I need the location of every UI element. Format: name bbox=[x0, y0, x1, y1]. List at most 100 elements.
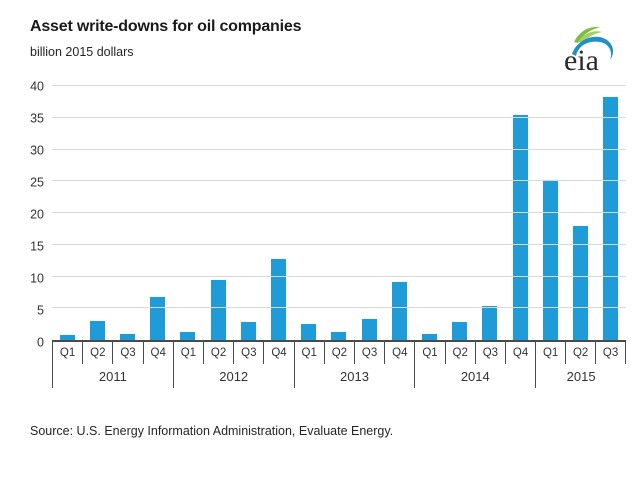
bar-cell bbox=[82, 86, 112, 340]
quarter-label: Q3 bbox=[474, 342, 505, 364]
plot-area bbox=[52, 85, 626, 342]
y-tick-label: 25 bbox=[30, 174, 44, 189]
quarter-label: Q1 bbox=[422, 347, 438, 359]
gridline bbox=[52, 212, 626, 213]
gridline bbox=[52, 307, 626, 309]
bar-2015-Q3 bbox=[603, 97, 619, 340]
quarter-label: Q4 bbox=[142, 342, 173, 364]
bar-cell bbox=[414, 86, 444, 340]
bar-2013-Q1 bbox=[301, 324, 317, 340]
quarter-label: Q2 bbox=[444, 342, 475, 364]
y-tick-label: 40 bbox=[30, 78, 44, 93]
quarter-label: Q3 bbox=[112, 342, 142, 364]
gridline bbox=[52, 243, 626, 245]
bar-cell bbox=[294, 86, 324, 340]
bar-cell bbox=[535, 86, 565, 340]
bar-2011-Q2 bbox=[89, 320, 105, 340]
year-group-2014: Q1 Q2 Q3 Q4 2014 bbox=[414, 342, 535, 388]
year-label: 2012 bbox=[219, 368, 249, 384]
year-label: 2015 bbox=[566, 368, 596, 384]
bar-2015-Q2 bbox=[573, 225, 589, 340]
bars-layer bbox=[52, 86, 626, 340]
quarter-label: Q1 bbox=[301, 347, 317, 359]
gridline bbox=[52, 85, 626, 86]
bar-cell bbox=[263, 86, 293, 340]
quarter-label: Q1 bbox=[180, 347, 197, 359]
year-label: 2014 bbox=[460, 368, 490, 384]
bar-2014-Q3 bbox=[482, 305, 498, 340]
title-block: Asset write-downs for oil companies bill… bbox=[30, 18, 301, 59]
quarter-label: Q1 bbox=[542, 347, 559, 359]
quarter-label: Q2 bbox=[565, 342, 595, 364]
bar-2011-Q3 bbox=[120, 333, 135, 340]
year-group-2013: Q1 Q2 Q3 Q4 2013 bbox=[293, 342, 415, 388]
quarter-row: Q1 Q2 Q3 Q4 bbox=[53, 342, 173, 364]
bar-2012-Q1 bbox=[180, 332, 196, 340]
quarter-label: Q2 bbox=[203, 342, 233, 364]
eia-logo-icon: eia bbox=[564, 26, 614, 76]
quarter-label: Q4 bbox=[384, 342, 414, 364]
bar-cell bbox=[324, 86, 354, 340]
x-axis: Q1 Q2 Q3 Q4 2011 Q1 Q2 Q3 Q4 2012 Q1 Q2 Q3 Q4 2013 Q1 Q2… bbox=[52, 342, 627, 388]
quarter-row: Q1 Q2 Q3 Q4 bbox=[174, 342, 294, 364]
chart-header: Asset write-downs for oil companies bill… bbox=[0, 0, 640, 76]
year-label: 2013 bbox=[340, 368, 369, 384]
bar-cell bbox=[475, 86, 505, 340]
gridline bbox=[52, 275, 626, 277]
bar-2012-Q4 bbox=[271, 259, 287, 340]
bar-2015-Q1 bbox=[542, 180, 558, 340]
y-tick-label: 30 bbox=[30, 142, 44, 157]
quarter-label: Q3 bbox=[595, 342, 625, 364]
quarter-label: Q4 bbox=[263, 342, 293, 364]
year-group-2015: Q1 Q2 Q3 2015 bbox=[535, 342, 627, 388]
year-group-2012: Q1 Q2 Q3 Q4 2012 bbox=[172, 342, 294, 388]
gridline bbox=[52, 180, 626, 182]
quarter-label: Q3 bbox=[354, 342, 384, 364]
gridline bbox=[52, 148, 626, 150]
y-tick-label: 10 bbox=[30, 270, 44, 285]
bar-2012-Q3 bbox=[240, 322, 256, 340]
quarter-label: Q2 bbox=[323, 342, 354, 364]
y-tick-label: 0 bbox=[37, 334, 44, 349]
chart-title: Asset write-downs for oil companies bbox=[30, 18, 302, 35]
bar-cell bbox=[233, 86, 263, 340]
bar-cell bbox=[565, 86, 595, 340]
y-tick-label: 5 bbox=[37, 302, 44, 317]
y-tick-label: 35 bbox=[30, 110, 44, 125]
bar-2013-Q2 bbox=[331, 332, 347, 340]
bar-cell bbox=[596, 86, 626, 340]
quarter-row: Q1 Q2 Q3 Q4 bbox=[295, 342, 415, 364]
svg-text:eia: eia bbox=[564, 44, 599, 76]
bar-cell bbox=[203, 86, 233, 340]
bar-cell bbox=[445, 86, 475, 340]
bar-2014-Q1 bbox=[422, 333, 438, 340]
bar-cell bbox=[52, 86, 82, 340]
quarter-label: Q2 bbox=[82, 342, 112, 364]
year-label: 2011 bbox=[98, 368, 127, 384]
bar-2014-Q4 bbox=[512, 114, 528, 340]
quarter-label: Q1 bbox=[59, 347, 76, 359]
bar-cell bbox=[173, 86, 203, 340]
gridline bbox=[52, 116, 626, 118]
bar-2012-Q2 bbox=[210, 279, 226, 340]
bar-cell bbox=[112, 86, 142, 340]
bar-2011-Q1 bbox=[59, 334, 75, 340]
quarter-label: Q4 bbox=[505, 342, 535, 364]
bar-2013-Q4 bbox=[391, 282, 407, 340]
bar-2011-Q4 bbox=[150, 297, 166, 340]
chart-subtitle: billion 2015 dollars bbox=[30, 45, 134, 59]
quarter-label: Q3 bbox=[233, 342, 263, 364]
quarter-row: Q1 Q2 Q3 Q4 bbox=[415, 342, 535, 364]
bar-cell bbox=[505, 86, 535, 340]
source-note: Source: U.S. Energy Information Administ… bbox=[30, 424, 394, 438]
plot-column: Q1 Q2 Q3 Q4 2011 Q1 Q2 Q3 Q4 2012 Q1 Q2 Q3 Q4 2013 Q1 Q2… bbox=[52, 85, 627, 388]
year-group-2011: Q1 Q2 Q3 Q4 2011 bbox=[52, 342, 173, 388]
bar-2013-Q3 bbox=[361, 319, 377, 340]
y-tick-label: 15 bbox=[30, 238, 44, 253]
bar-cell bbox=[354, 86, 384, 340]
bar-2014-Q2 bbox=[452, 321, 468, 340]
bar-cell bbox=[384, 86, 414, 340]
bar-cell bbox=[143, 86, 173, 340]
chart-area: 0 5 10 15 20 25 30 35 40 Q1 Q2 Q3 Q4 2011 Q1 Q2 Q3 Q4 201… bbox=[18, 80, 627, 388]
